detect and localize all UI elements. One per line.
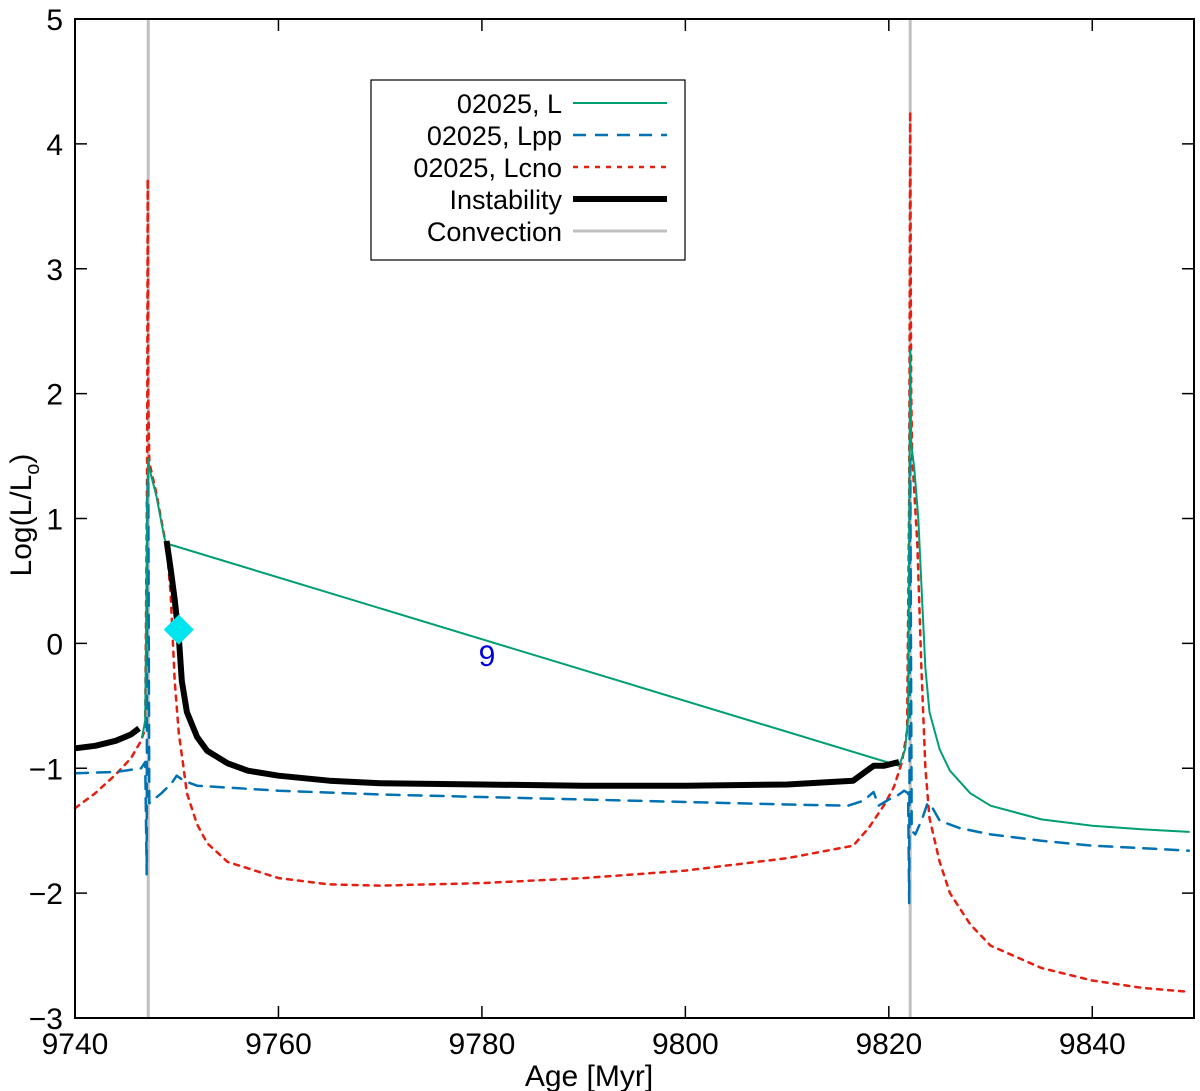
y-axis-label-main: Log(L/L [5, 475, 38, 577]
series-l-line [141, 348, 1190, 833]
y-axis-label: Log(L/Lo) [5, 454, 44, 577]
y-tick-label: −1 [29, 753, 63, 786]
y-tick-label: 0 [46, 628, 63, 661]
tick-layer: 9740 9760 9780 9800 9820 9840 −3 −2 −1 0 1 2 3 4 5 [29, 4, 1194, 1061]
x-tick-label: 9800 [652, 1028, 719, 1061]
legend-label-convection: Convection [427, 217, 562, 247]
legend-label-l: 02025, L [457, 89, 562, 119]
y-tick-label: 3 [46, 254, 63, 287]
legend-label-instability: Instability [449, 185, 562, 215]
legend-label-lcno: 02025, Lcno [413, 153, 562, 183]
curve-annotation: 9 [479, 640, 496, 673]
x-tick-label: 9740 [42, 1028, 109, 1061]
x-tick-label: 9840 [1059, 1028, 1126, 1061]
series-instability-line-1 [74, 725, 141, 752]
x-tick-label: 9780 [449, 1028, 516, 1061]
x-axis-label: Age [Myr] [525, 1060, 653, 1091]
y-tick-label: 4 [46, 129, 63, 162]
diamond-marker [163, 614, 194, 645]
x-tick-label: 9760 [245, 1028, 312, 1061]
series-layer [73, 110, 1191, 994]
marker-layer [163, 614, 194, 645]
x-tick-label: 9820 [855, 1028, 922, 1061]
y-tick-label: 5 [46, 4, 63, 37]
y-axis-label-sub: o [22, 464, 44, 475]
legend-label-lpp: 02025, Lpp [427, 121, 562, 151]
series-lpp-line [73, 454, 1191, 905]
y-tick-label: 2 [46, 379, 63, 412]
y-tick-label: −2 [29, 878, 63, 911]
y-tick-label: 1 [46, 504, 63, 537]
y-tick-label: −3 [29, 1003, 63, 1036]
series-lcno-line [73, 110, 1191, 994]
y-axis-label-close: ) [5, 454, 38, 464]
series-instability-line-2 [163, 540, 900, 789]
